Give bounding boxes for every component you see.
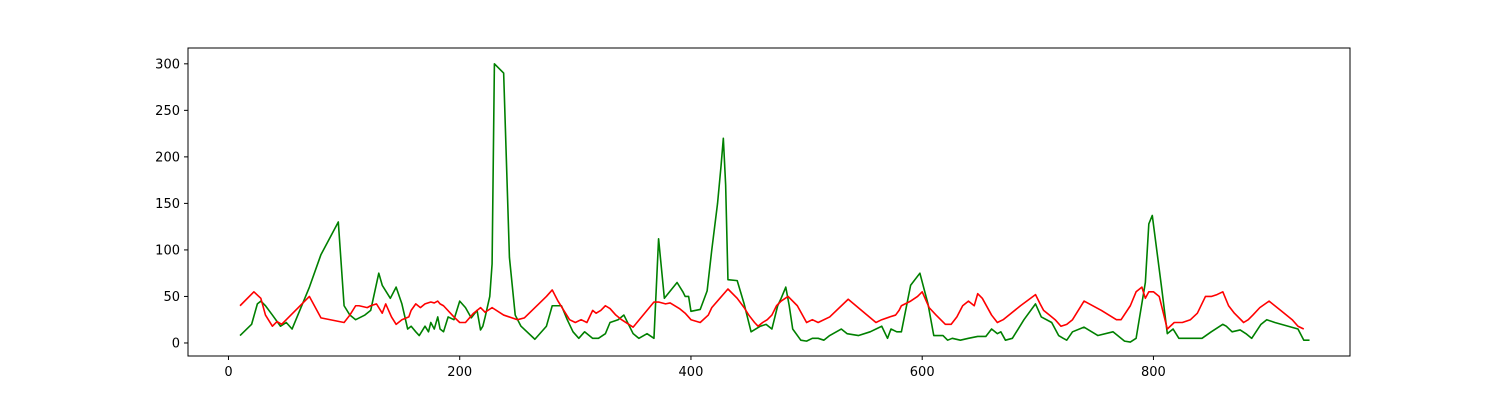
x-tick-label: 600 — [910, 365, 935, 380]
x-tick-label: 400 — [679, 365, 704, 380]
y-tick-label: 250 — [155, 104, 180, 119]
y-tick-label: 50 — [163, 290, 180, 305]
x-tick-label: 800 — [1141, 365, 1166, 380]
series-layer — [239, 63, 1310, 343]
y-axis: 0 50 100 150 200 250 300 — [155, 57, 188, 351]
y-tick-label: 150 — [155, 197, 180, 212]
x-tick-label: 0 — [224, 365, 232, 380]
y-tick-label: 300 — [155, 57, 180, 72]
series-line-2 — [239, 286, 1305, 330]
y-tick-label: 100 — [155, 243, 180, 258]
x-axis: 0 200 400 600 800 — [224, 356, 1166, 380]
plot-frame — [187, 47, 1351, 357]
series-line-1 — [239, 63, 1310, 343]
x-tick-label: 200 — [447, 365, 472, 380]
y-tick-label: 200 — [155, 150, 180, 165]
y-tick-label: 0 — [172, 336, 180, 351]
